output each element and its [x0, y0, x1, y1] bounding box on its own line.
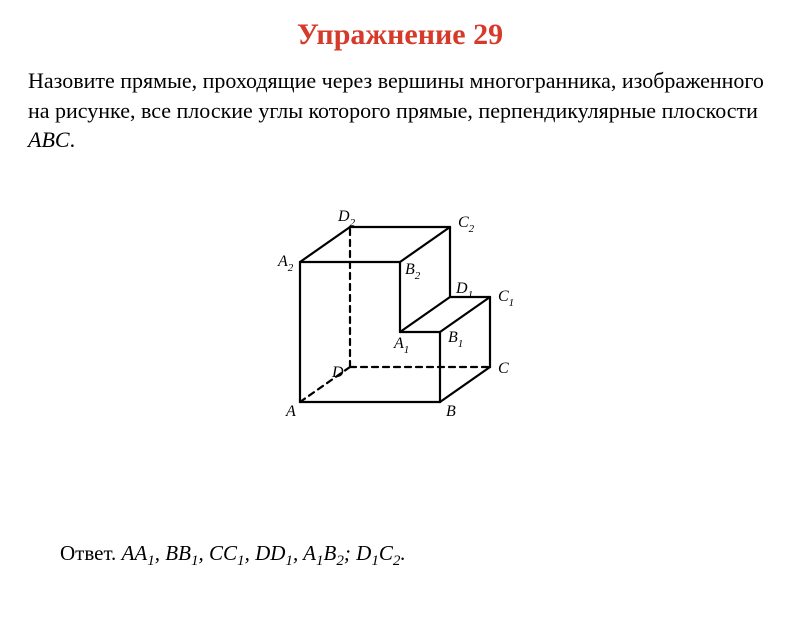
question-part1: Назовите прямые, проходящие через вершин… — [28, 68, 764, 123]
polyhedron-figure: ABCDA1B1C1D1A2B2C2D2 — [250, 167, 550, 427]
vertex-label: D — [331, 364, 344, 381]
answer-segments: AA1, BB1, CC1, DD1, A1B2; D1C2. — [122, 541, 406, 565]
edge — [440, 367, 490, 402]
edge — [400, 227, 450, 262]
vertex-label: B2 — [405, 261, 421, 282]
vertex-label: B — [446, 403, 456, 420]
answer-label: Ответ. — [60, 541, 116, 565]
exercise-title: Упражнение 29 — [0, 18, 800, 52]
edge — [440, 297, 490, 332]
title-text: Упражнение 29 — [297, 18, 503, 51]
vertex-label: A1 — [393, 335, 409, 356]
vertex-label: C — [498, 360, 509, 377]
plane-name: ABC — [28, 127, 70, 152]
answer-line: Ответ. AA1, BB1, CC1, DD1, A1B2; D1C2. — [60, 541, 406, 570]
vertex-label: C1 — [498, 288, 514, 309]
vertex-label: B1 — [448, 329, 463, 350]
vertex-label: A — [285, 403, 296, 420]
vertex-label: A2 — [277, 253, 294, 274]
vertex-label: C2 — [458, 214, 475, 235]
question-text: Назовите прямые, проходящие через вершин… — [0, 66, 800, 155]
vertex-label: D2 — [337, 208, 356, 229]
question-part2: . — [70, 127, 76, 152]
edge — [300, 227, 350, 262]
edge — [400, 297, 450, 332]
